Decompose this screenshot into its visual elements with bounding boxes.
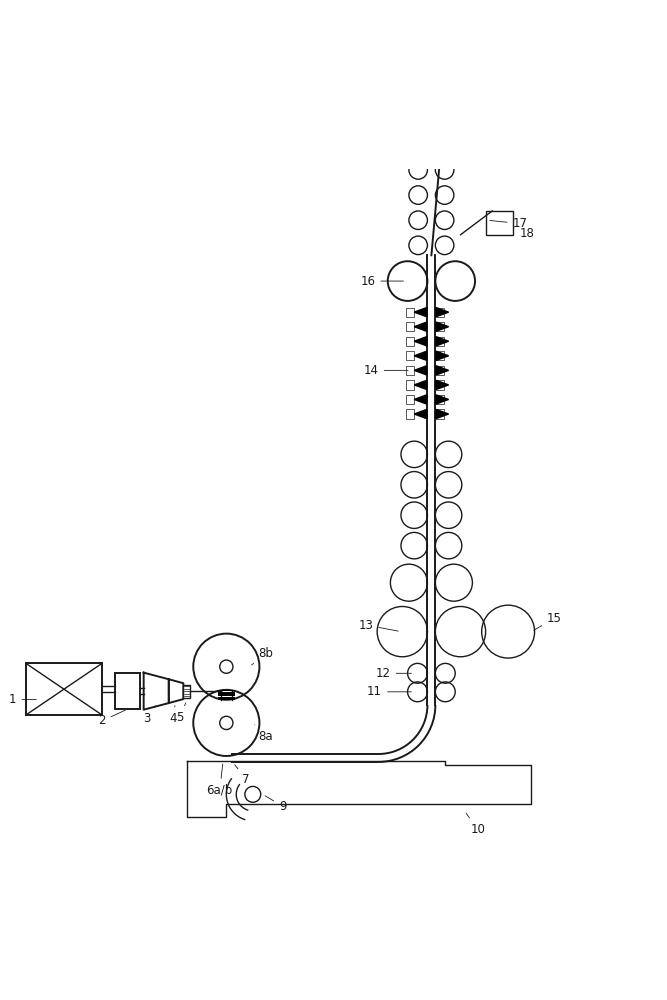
Text: 1: 1 xyxy=(9,693,37,706)
Text: 17: 17 xyxy=(490,217,528,230)
Polygon shape xyxy=(414,337,427,346)
Bar xyxy=(436,337,444,346)
Text: 2: 2 xyxy=(98,710,125,727)
Bar xyxy=(26,663,102,715)
Text: 3: 3 xyxy=(143,706,155,725)
Bar xyxy=(436,351,444,360)
Text: 5: 5 xyxy=(176,703,185,724)
Text: 4: 4 xyxy=(169,706,177,725)
Bar xyxy=(406,366,414,375)
Text: 9: 9 xyxy=(265,796,286,813)
Bar xyxy=(436,366,444,375)
Bar xyxy=(436,395,444,404)
Bar xyxy=(406,395,414,404)
Bar xyxy=(406,322,414,331)
Text: 10: 10 xyxy=(466,813,485,836)
Bar xyxy=(183,685,190,698)
Bar xyxy=(436,409,444,419)
Text: 13: 13 xyxy=(358,619,398,632)
Polygon shape xyxy=(436,337,449,346)
Polygon shape xyxy=(414,308,427,317)
Polygon shape xyxy=(414,395,427,404)
Polygon shape xyxy=(436,322,449,331)
Text: 8a: 8a xyxy=(255,725,273,743)
Bar xyxy=(436,380,444,390)
Polygon shape xyxy=(436,366,449,375)
Bar xyxy=(406,409,414,419)
Text: 12: 12 xyxy=(376,667,412,680)
Bar xyxy=(406,308,414,317)
Polygon shape xyxy=(414,322,427,331)
Polygon shape xyxy=(414,409,427,419)
Bar xyxy=(115,673,140,709)
Polygon shape xyxy=(436,380,449,390)
Text: 16: 16 xyxy=(360,275,404,288)
Bar xyxy=(436,322,444,331)
Bar xyxy=(406,380,414,390)
Bar xyxy=(406,337,414,346)
Text: 18: 18 xyxy=(514,227,534,240)
Polygon shape xyxy=(436,351,449,360)
Text: 19: 19 xyxy=(0,999,1,1000)
Bar xyxy=(436,308,444,317)
Text: 15: 15 xyxy=(534,612,562,630)
Polygon shape xyxy=(436,395,449,404)
Polygon shape xyxy=(436,409,449,419)
Bar xyxy=(406,351,414,360)
Polygon shape xyxy=(436,308,449,317)
Polygon shape xyxy=(414,366,427,375)
Text: 8b: 8b xyxy=(251,647,273,665)
Polygon shape xyxy=(414,380,427,390)
Text: 6a/b: 6a/b xyxy=(207,764,233,797)
Bar xyxy=(486,211,514,235)
Text: 11: 11 xyxy=(367,685,412,698)
Text: 14: 14 xyxy=(364,364,408,377)
Polygon shape xyxy=(414,351,427,360)
Text: 7: 7 xyxy=(235,765,250,786)
